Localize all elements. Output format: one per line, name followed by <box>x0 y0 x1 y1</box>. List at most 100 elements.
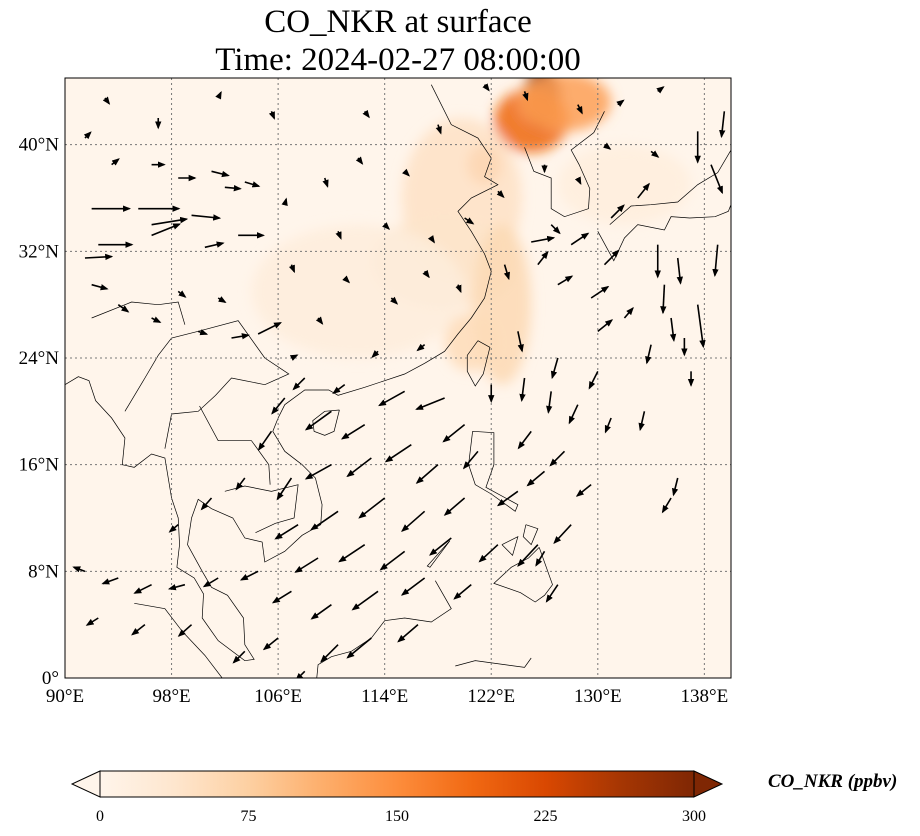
wind-arrow <box>496 190 505 199</box>
wind-arrow <box>522 91 529 102</box>
wind-arrow <box>623 306 634 319</box>
graticule <box>64 78 731 679</box>
wind-arrow <box>710 164 723 195</box>
wind-arrow <box>656 86 665 94</box>
map-subtitle-time: Time: 2024-02-27 08:00:00 <box>215 42 581 78</box>
wind-arrow <box>416 343 426 352</box>
wind-arrow <box>545 584 559 603</box>
wind-arrow <box>257 430 273 451</box>
wind-arrow <box>415 464 439 484</box>
wind-arrow <box>310 604 332 620</box>
wind-arrow <box>177 290 187 298</box>
wind-arrow <box>191 214 222 221</box>
coastline <box>468 430 519 512</box>
wind-vectors <box>72 83 726 678</box>
wind-arrow <box>340 423 366 440</box>
wind-arrow <box>390 296 399 305</box>
wind-arrow <box>464 217 475 225</box>
wind-arrow <box>671 477 679 497</box>
wind-arrow <box>244 181 261 188</box>
wind-arrow <box>72 566 86 573</box>
wind-arrow <box>355 156 364 165</box>
wind-arrow <box>101 577 119 585</box>
wind-arrow <box>588 370 599 390</box>
wind-arrow <box>526 470 546 487</box>
wind-arrow <box>650 150 660 158</box>
colorbar-max-extension <box>693 770 724 798</box>
wind-arrow <box>517 430 532 450</box>
latitude-label: 40°N <box>19 135 60 156</box>
latitude-label: 16°N <box>19 455 60 476</box>
wind-arrow <box>429 537 452 556</box>
wind-arrow <box>268 111 276 120</box>
wind-arrow <box>604 417 612 434</box>
wind-arrow <box>315 316 324 325</box>
coastline <box>597 204 731 262</box>
wind-arrow <box>557 275 574 286</box>
wind-arrow <box>262 637 279 651</box>
wind-arrow <box>660 284 667 315</box>
coastline <box>224 484 299 533</box>
wind-arrow <box>575 484 592 497</box>
wind-arrow <box>568 404 579 425</box>
wind-arrow <box>177 624 193 637</box>
colorbar-label: CO_NKR (ppbv) <box>768 771 898 792</box>
coastline <box>455 657 532 668</box>
wind-arrow <box>427 235 435 244</box>
wind-arrow <box>235 477 246 491</box>
wind-arrow <box>292 377 306 391</box>
wind-arrow <box>517 331 524 353</box>
wind-arrow <box>401 510 426 532</box>
wind-arrow <box>197 329 209 336</box>
colorbar-min-extension <box>70 770 101 798</box>
co-concentration-field <box>251 78 692 385</box>
wind-arrow <box>455 284 462 294</box>
wind-arrow <box>553 524 572 545</box>
wind-arrow <box>371 350 380 359</box>
wind-arrow <box>232 650 246 664</box>
longitude-label: 98°E <box>152 686 190 707</box>
wind-arrow <box>91 283 109 291</box>
coastline <box>466 340 491 387</box>
latitude-label: 8°N <box>28 561 59 582</box>
wind-arrow <box>257 322 282 335</box>
colorbar-ramp <box>100 771 694 797</box>
wind-arrow <box>546 391 553 414</box>
coastline <box>199 405 271 485</box>
co-plume <box>517 78 612 132</box>
wind-arrow <box>676 257 683 285</box>
wind-arrow <box>131 624 146 636</box>
wind-arrow <box>443 497 466 516</box>
wind-arrow <box>603 249 620 266</box>
colorbar-tick-label: 300 <box>682 808 706 825</box>
wind-arrow <box>616 99 625 107</box>
wind-arrow <box>590 285 610 299</box>
wind-arrow <box>517 544 539 567</box>
wind-arrow <box>503 264 510 281</box>
wind-arrow <box>482 83 490 92</box>
wind-arrow <box>215 90 222 100</box>
longitude-label: 122°E <box>467 686 515 707</box>
coastline <box>65 84 499 662</box>
wind-arrow <box>570 232 590 246</box>
wind-arrow <box>271 397 286 415</box>
wind-arrow <box>550 224 561 235</box>
wind-arrow <box>231 333 250 340</box>
colorbar-outline <box>100 770 694 798</box>
wind-arrow <box>610 204 625 219</box>
wind-arrow <box>304 463 332 480</box>
wind-arrow <box>84 253 114 261</box>
co-plume <box>251 224 465 358</box>
wind-arrow <box>400 577 426 596</box>
wind-arrow <box>239 570 259 581</box>
wind-arrow <box>310 510 339 531</box>
wind-arrow <box>304 410 332 431</box>
wind-arrow <box>295 670 306 678</box>
wind-arrow <box>362 109 370 119</box>
wind-arrow <box>351 590 379 611</box>
wind-arrow <box>346 457 372 478</box>
wind-arrow <box>712 244 719 278</box>
wind-arrow <box>204 241 225 249</box>
wind-arrow <box>151 223 182 237</box>
latitude-label: 32°N <box>19 241 60 262</box>
